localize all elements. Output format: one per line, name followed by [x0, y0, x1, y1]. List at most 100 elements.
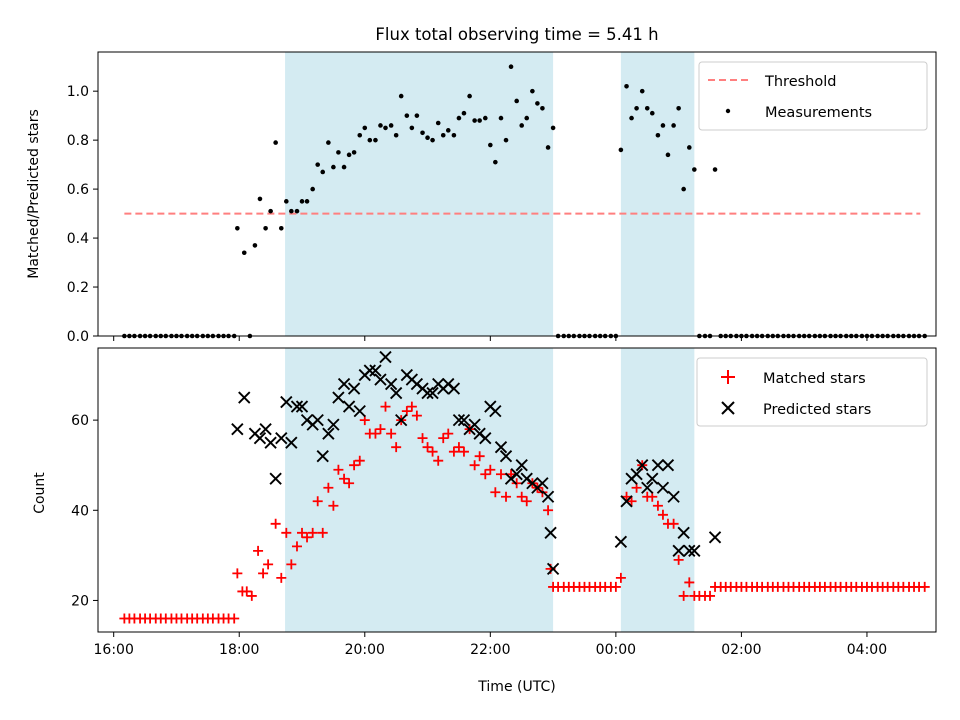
- predicted-stars-point-73: [677, 526, 690, 539]
- measurements-point-72: [498, 115, 504, 121]
- matched-stars-point-27: [258, 568, 269, 579]
- shaded-interval-0: [285, 348, 554, 632]
- x-tick-label-6: 04:00: [847, 642, 887, 658]
- measurements-point-49: [378, 123, 383, 128]
- measurements-point-61: [440, 132, 446, 138]
- matched-stars-point-67: [469, 460, 480, 471]
- shaded-interval-1: [620, 52, 695, 336]
- measurements-point-41: [336, 150, 341, 155]
- predicted-stars-point-14: [311, 413, 324, 427]
- measurements-point-76: [519, 123, 525, 128]
- predicted-stars-point-52: [510, 468, 523, 481]
- measurements-point-100: [644, 106, 650, 111]
- predicted-stars-point-6: [269, 472, 282, 485]
- predicted-stars-point-58: [541, 490, 555, 503]
- matched-stars-point-109: [684, 577, 695, 588]
- measurements-point-105: [671, 123, 676, 128]
- measurements-point-71: [493, 159, 498, 165]
- matched-stars-point-24: [241, 586, 252, 597]
- predicted-stars-point-72: [672, 544, 685, 558]
- matched-stars-point-39: [323, 482, 334, 493]
- count-y-ticks: 20 40 60: [71, 413, 98, 609]
- measurements-point-73: [503, 137, 509, 143]
- measurements-point-25: [252, 243, 258, 248]
- count-legend-box: [696, 357, 928, 427]
- measurements-point-33: [294, 208, 300, 214]
- measurements-point-52: [393, 132, 399, 138]
- matched-stars-point-34: [297, 527, 308, 538]
- matched-stars-point-81: [543, 505, 554, 516]
- shaded-interval-1: [620, 348, 695, 632]
- measurements-point-62: [445, 128, 451, 133]
- measurements-point-108: [687, 145, 692, 150]
- matched-stars-point-68: [474, 451, 485, 462]
- measurements-point-56: [414, 113, 420, 118]
- predicted-stars-point-18: [332, 391, 345, 404]
- predicted-stars-point-19: [337, 377, 351, 391]
- measurements-point-40: [331, 164, 336, 170]
- measurements-point-67: [472, 118, 477, 123]
- measurements-point-65: [461, 110, 467, 116]
- predicted-stars-point-24: [363, 364, 376, 377]
- matched-stars-point-49: [375, 424, 386, 435]
- y-tick-label-3: 0.6: [67, 182, 89, 198]
- matched-legend-swatch: [721, 370, 735, 384]
- matched-stars-point-71: [490, 487, 501, 498]
- matched-stars-point-37: [312, 496, 323, 507]
- matched-stars-point-33: [291, 541, 302, 552]
- matched-stars-point-113: [705, 590, 716, 601]
- predicted-stars-series: [231, 350, 722, 576]
- measurements-point-50: [383, 125, 388, 131]
- matched-stars-point-60: [433, 455, 444, 466]
- matched-stars-point-154: [919, 581, 930, 592]
- x-tick-label-2: 20:00: [345, 642, 385, 658]
- predicted-stars-point-70: [661, 459, 675, 472]
- predicted-stars-point-9: [285, 436, 298, 449]
- matched-stars-point-26: [253, 545, 264, 556]
- predicted-stars-point-62: [620, 495, 633, 508]
- matched-stars-point-65: [458, 446, 469, 457]
- predicted-stars-point-40: [447, 382, 461, 395]
- predicted-stars-point-41: [452, 413, 466, 427]
- measurements-point-27: [263, 225, 268, 231]
- measurements-point-26: [257, 196, 263, 202]
- matched-stars-point-54: [401, 406, 412, 417]
- matched-stars-series: [119, 401, 930, 624]
- predicted-stars-point-4: [259, 422, 272, 436]
- measurements-point-35: [304, 199, 310, 204]
- x-tick-label-3: 22:00: [470, 642, 510, 658]
- x-tick-label-5: 02:00: [721, 642, 761, 658]
- predicted-stars-point-22: [353, 404, 366, 418]
- matched-stars-point-30: [276, 572, 287, 583]
- predicted-stars-point-26: [374, 373, 387, 386]
- matched-stars-point-107: [673, 554, 684, 565]
- matched-stars-point-63: [448, 446, 459, 457]
- y-tick-label-5: 1.0: [67, 84, 89, 100]
- measurements-point-31: [284, 199, 289, 204]
- measurements-point-55: [409, 125, 415, 131]
- predicted-stars-point-17: [327, 418, 340, 431]
- y-tick-label-0: 0.0: [67, 329, 89, 345]
- matched-stars-point-51: [386, 428, 397, 439]
- threshold-legend-label: Threshold: [764, 74, 836, 90]
- y-tick-label-2: 0.4: [67, 231, 89, 247]
- predicted-stars-point-0: [231, 422, 244, 436]
- matched-stars-point-64: [453, 442, 464, 453]
- predicted-stars-point-75: [688, 544, 701, 558]
- shaded-interval-0: [285, 52, 554, 336]
- predicted-stars-point-5: [264, 436, 277, 449]
- x-tick-label-0: 16:00: [94, 642, 134, 658]
- measurements-point-102: [655, 132, 661, 138]
- matched-stars-point-56: [411, 410, 422, 421]
- predicted-stars-point-67: [646, 472, 659, 485]
- matched-stars-point-72: [495, 469, 506, 480]
- matched-stars-point-104: [657, 509, 668, 520]
- matched-stars-point-50: [380, 401, 391, 412]
- matched-stars-point-21: [229, 613, 240, 624]
- matched-stars-point-106: [668, 518, 679, 529]
- ratio-plot-frame: [97, 51, 937, 337]
- y-tick-label-1: 0.2: [67, 280, 89, 296]
- matched-stars-point-55: [406, 401, 417, 412]
- measurements-point-34: [299, 199, 305, 204]
